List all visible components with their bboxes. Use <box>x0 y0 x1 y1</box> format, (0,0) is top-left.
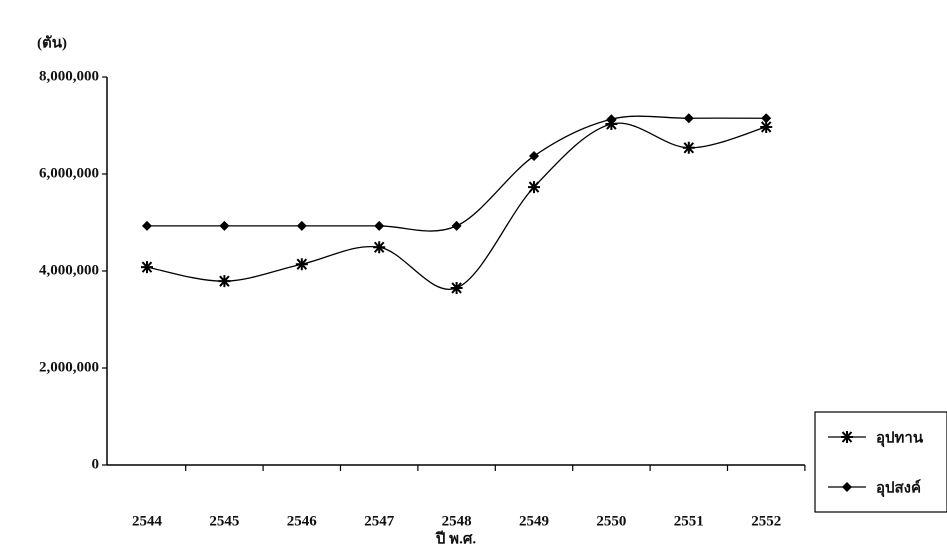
y-tick-label: 2,000,000 <box>39 359 99 375</box>
x-tick-label: 2549 <box>519 513 549 529</box>
data-point <box>529 151 539 162</box>
data-point <box>218 275 231 288</box>
legend-label: อุปทาน <box>876 430 924 447</box>
y-axis-title: (ตัน) <box>37 34 67 51</box>
y-tick-label: 0 <box>92 456 100 472</box>
data-point <box>373 241 386 254</box>
data-point <box>761 113 772 124</box>
x-tick-label: 2551 <box>674 513 704 529</box>
y-tick-label: 4,000,000 <box>39 262 99 278</box>
x-tick-label: 2544 <box>132 513 163 529</box>
data-point <box>682 141 695 154</box>
x-tick-label: 2548 <box>442 513 472 529</box>
legend-marker <box>841 431 853 443</box>
x-tick-label: 2546 <box>287 513 318 529</box>
data-point <box>450 281 463 294</box>
x-axis-title: ปี พ.ศ. <box>435 530 476 547</box>
legend-label: อุปสงค์ <box>876 478 921 497</box>
x-tick-label: 2550 <box>596 513 626 529</box>
series-line <box>146 122 767 291</box>
data-point <box>219 220 230 231</box>
data-point <box>295 258 308 271</box>
legend-box <box>814 411 947 513</box>
data-point <box>606 114 617 125</box>
data-point <box>683 113 694 124</box>
data-point <box>296 220 307 231</box>
x-tick-label: 2552 <box>751 513 781 529</box>
x-tick-label: 2545 <box>209 513 239 529</box>
data-point <box>141 261 153 274</box>
y-tick-label: 6,000,000 <box>39 165 99 181</box>
data-point <box>374 220 385 231</box>
data-point <box>528 181 540 194</box>
x-tick-label: 2547 <box>364 513 395 529</box>
data-point <box>760 120 773 133</box>
data-point <box>142 220 152 231</box>
y-tick-label: 8,000,000 <box>39 68 99 84</box>
legend-marker <box>842 482 852 492</box>
data-point <box>451 220 462 231</box>
